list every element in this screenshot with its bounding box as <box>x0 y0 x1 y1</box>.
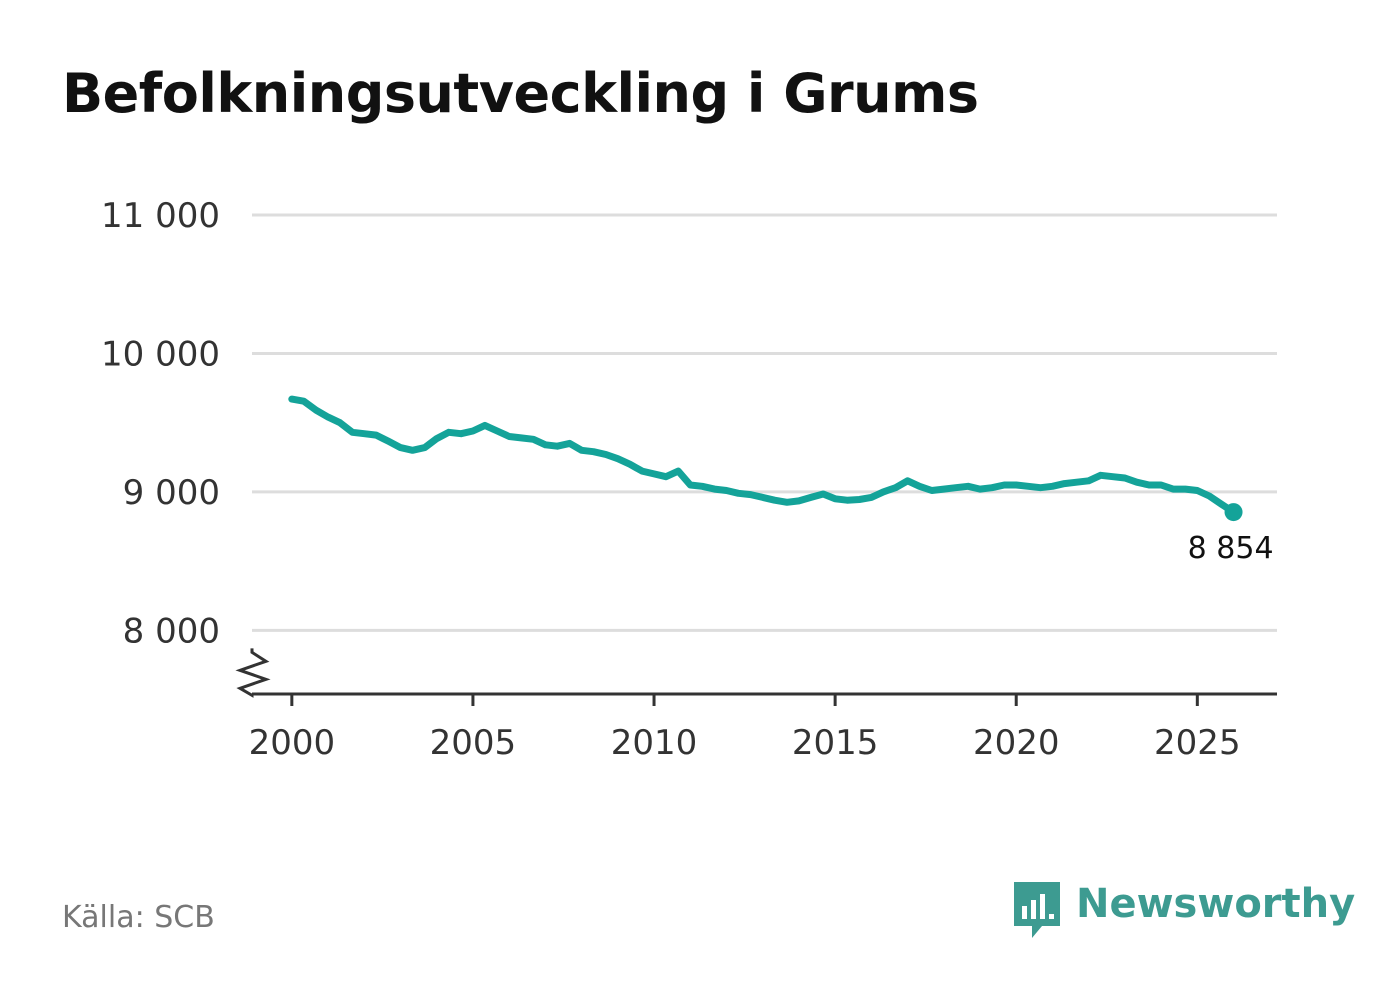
y-tick-label: 11 000 <box>101 196 220 236</box>
series-line <box>288 395 1237 516</box>
y-tick-label: 9 000 <box>123 473 220 513</box>
series <box>288 395 1237 516</box>
axis-break-icon <box>235 648 271 698</box>
data-labels: 8 854 <box>1188 503 1274 566</box>
y-tick-label: 10 000 <box>101 334 220 374</box>
brand-name: Newsworthy <box>1076 881 1356 927</box>
end-value-label: 8 854 <box>1188 531 1274 566</box>
end-point-marker <box>1224 503 1243 522</box>
x-tick-label: 2020 <box>973 723 1060 763</box>
y-axis-ticks: 8 000 9 000 10 000 11 000 <box>101 196 220 651</box>
x-tick-label: 2005 <box>430 723 517 763</box>
x-tick-label: 2010 <box>611 723 698 763</box>
newsworthy-logo-icon <box>1014 882 1060 938</box>
source-note: Källa: SCB <box>62 900 215 935</box>
x-axis <box>235 648 1277 698</box>
x-tick-label: 2025 <box>1154 723 1241 763</box>
chart-title: Befolkningsutveckling i Grums <box>62 62 979 125</box>
x-tick-label: 2015 <box>792 723 879 763</box>
grid-lines <box>252 213 1277 632</box>
y-tick-label: 8 000 <box>123 611 220 651</box>
x-axis-ticks: 2000 2005 2010 2015 2020 2025 <box>249 694 1241 763</box>
x-tick-label: 2000 <box>249 723 336 763</box>
brand-logo[interactable]: Newsworthy <box>1012 880 1355 940</box>
